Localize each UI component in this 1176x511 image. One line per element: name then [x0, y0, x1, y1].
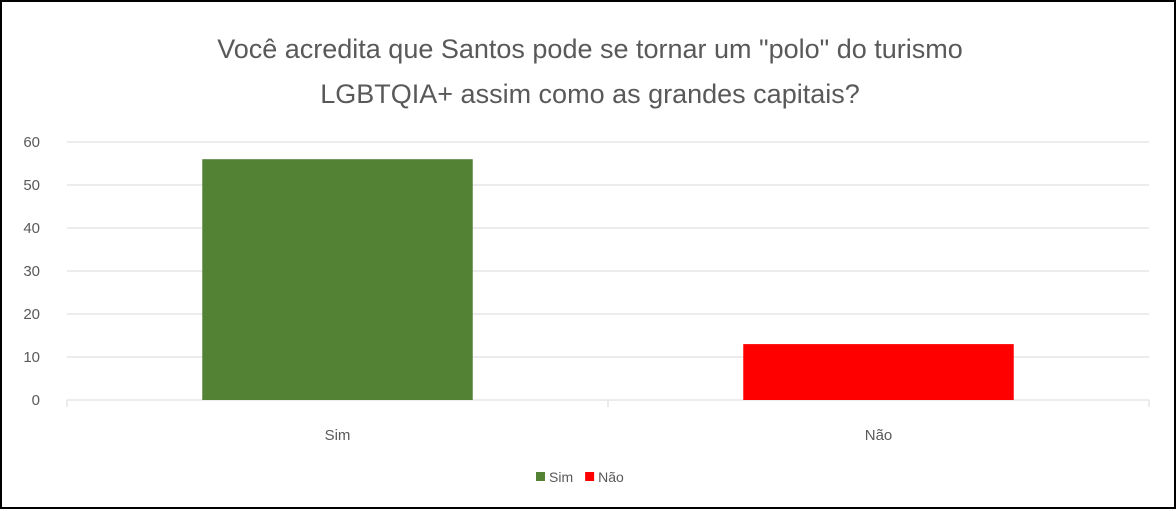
x-category-label-0: Sim — [325, 427, 351, 444]
bar-sim — [202, 159, 473, 400]
y-tick-label-10: 10 — [23, 349, 40, 366]
x-category-label-1: Não — [865, 427, 893, 444]
y-tick-label-20: 20 — [23, 306, 40, 323]
legend-swatch-1 — [585, 472, 595, 481]
legend-label-0: Sim — [549, 469, 573, 485]
chart-title-line-2: LGBTQIA+ assim como as grandes capitais? — [320, 79, 860, 109]
legend-swatch-0 — [536, 472, 545, 481]
y-tick-label-0: 0 — [32, 392, 40, 409]
bar-não — [743, 344, 1014, 400]
chart-title-line-1: Você acredita que Santos pode se tornar … — [217, 34, 963, 64]
y-tick-label-60: 60 — [23, 134, 40, 151]
y-tick-label-30: 30 — [23, 263, 40, 280]
legend-label-1: Não — [598, 469, 624, 485]
bars — [202, 159, 1014, 400]
y-axis-ticks: 0 10 20 30 40 50 60 — [23, 134, 40, 409]
x-axis-labels: Sim Não — [325, 427, 893, 444]
legend: Sim Não — [536, 469, 624, 485]
y-tick-label-40: 40 — [23, 220, 40, 237]
y-tick-label-50: 50 — [23, 177, 40, 194]
